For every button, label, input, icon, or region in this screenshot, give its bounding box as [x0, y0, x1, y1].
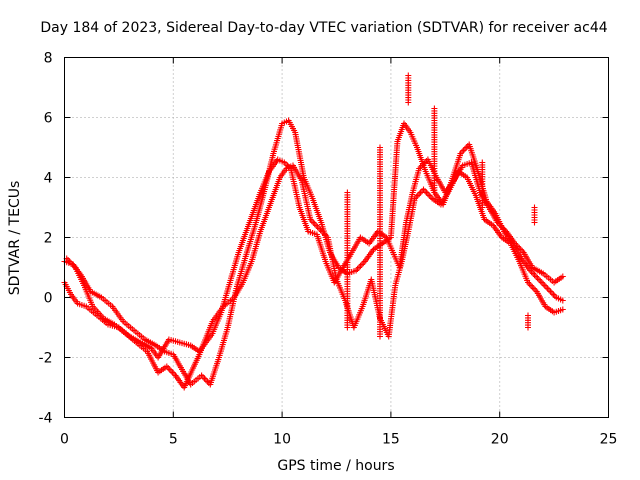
grid [64, 57, 609, 418]
data-point [171, 371, 177, 377]
data-point [541, 282, 548, 289]
data-point [529, 284, 536, 290]
data-point [358, 261, 365, 268]
axis-ticks: 0 5 10 15 20 25 -4 -2 0 2 4 6 8 [39, 51, 618, 448]
data-point [313, 222, 320, 229]
y-tick-label: 4 [44, 171, 53, 187]
data-point [426, 192, 433, 199]
y-tick-label: 2 [44, 231, 53, 247]
data-point [535, 276, 542, 283]
data-point [201, 375, 208, 382]
chart-title: Day 184 of 2023, Sidereal Day-to-day VTE… [40, 20, 607, 36]
y-tick-label: 0 [44, 291, 53, 307]
data-point [420, 186, 427, 193]
data-point [463, 144, 470, 151]
data-point [310, 219, 317, 226]
y-axis-label: SDTVAR / TECUs [7, 181, 23, 296]
x-tick-label: 5 [169, 432, 178, 448]
data-point [168, 368, 175, 374]
x-tick-label: 0 [60, 432, 69, 448]
data-point [424, 191, 431, 197]
data-point [460, 147, 467, 154]
data-point [417, 189, 424, 196]
data-point [311, 221, 318, 227]
data-point [321, 231, 328, 238]
data-point [169, 369, 176, 376]
data-point [537, 278, 544, 284]
data-point [423, 189, 430, 196]
data-point [165, 365, 172, 371]
x-tick-label: 10 [273, 432, 291, 448]
y-tick-label: 8 [44, 51, 53, 67]
data-point [414, 192, 421, 199]
data-point [356, 264, 362, 271]
data-point [360, 260, 367, 266]
x-tick-label: 15 [382, 432, 400, 448]
data-point [550, 291, 557, 298]
data-point [534, 275, 541, 281]
data-point [530, 285, 537, 292]
data-point [422, 188, 428, 194]
data-point [377, 144, 383, 151]
data-point [200, 374, 206, 380]
data-point [525, 312, 531, 319]
y-tick-label: 6 [44, 111, 53, 127]
data-point [405, 99, 412, 106]
y-tick-label: -4 [39, 411, 53, 427]
data-point [479, 159, 486, 166]
data-point [547, 288, 554, 295]
data-point [540, 281, 547, 287]
x-tick-label: 25 [600, 432, 618, 448]
data-point [559, 306, 566, 313]
data-point [548, 290, 555, 296]
data-point [531, 272, 538, 278]
data-point [344, 189, 351, 196]
data-point [416, 191, 423, 197]
data-point [530, 270, 537, 277]
x-tick-label: 20 [491, 432, 509, 448]
data-point [427, 194, 434, 200]
data-point [543, 284, 550, 290]
data-point [204, 378, 211, 385]
data-point [538, 279, 545, 286]
data-point [559, 273, 566, 280]
data-point [533, 273, 539, 280]
data-points [61, 72, 566, 391]
data-point [431, 105, 438, 112]
data-point [559, 297, 566, 304]
data-point [544, 285, 551, 292]
data-point [357, 263, 364, 269]
data-point [527, 282, 534, 289]
data-point [546, 287, 552, 293]
data-point [531, 219, 538, 226]
x-axis-label: GPS time / hours [277, 458, 394, 474]
y-tick-label: -2 [39, 351, 53, 367]
